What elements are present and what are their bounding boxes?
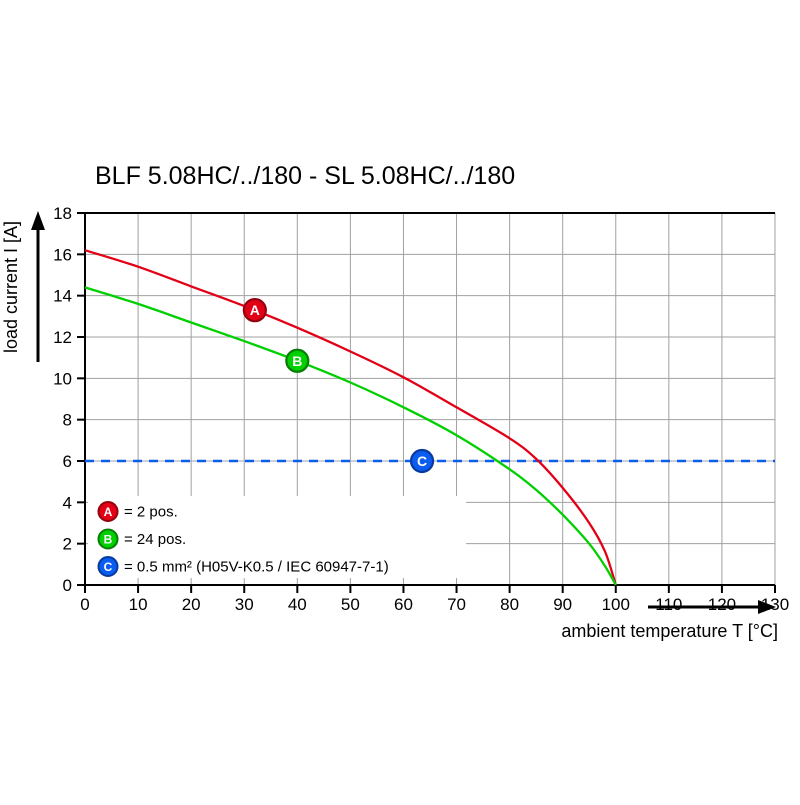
x-axis-label: ambient temperature T [°C] [561, 621, 778, 641]
legend-background [88, 496, 466, 578]
x-tick-label: 20 [182, 595, 201, 614]
x-tick-label: 10 [129, 595, 148, 614]
y-tick-label: 12 [53, 328, 72, 347]
x-axis-arrow-icon [648, 600, 776, 614]
x-tick-label: 60 [394, 595, 413, 614]
legend-marker-C-icon [97, 556, 119, 577]
legend-item-C: C = 0.5 mm² (H05V-K0.5 / IEC 60947-7-1) [97, 556, 389, 577]
legend-item-B: B = 24 pos. [97, 528, 186, 550]
y-tick-label: 2 [63, 535, 72, 554]
y-tick-label: 6 [63, 452, 72, 471]
y-axis-label: load current I [A] [1, 221, 21, 353]
curve-marker-B: B [285, 348, 310, 373]
y-tick-label: 8 [63, 411, 72, 430]
x-tick-label: 0 [80, 595, 89, 614]
legend-item-A: A = 2 pos. [97, 501, 178, 522]
legend-marker-letter: B [104, 532, 113, 546]
curve-marker-A-icon [242, 298, 267, 323]
curve-marker-letter: C [417, 453, 427, 469]
y-tick-label: 10 [53, 369, 72, 388]
legend-marker-B-icon [97, 528, 119, 550]
x-tick-label: 40 [288, 595, 307, 614]
y-tick-label: 4 [63, 493, 72, 512]
x-tick-label: 90 [553, 595, 572, 614]
series-curve-A [84, 249, 617, 586]
curve-marker-letter: A [250, 302, 260, 318]
x-tick-label: 120 [708, 595, 736, 614]
y-tick-label: 16 [53, 245, 72, 264]
x-tick-label: 110 [655, 595, 682, 614]
legend-marker-A-icon [97, 501, 119, 522]
y-tick-label: 0 [63, 576, 72, 595]
x-tick-label: 130 [761, 595, 789, 614]
curve-marker-letter: B [292, 353, 302, 369]
chart-title: BLF 5.08HC/../180 - SL 5.08HC/../180 [95, 162, 515, 190]
x-tick-label: 70 [447, 595, 466, 614]
curve-marker-C: C [409, 448, 435, 474]
y-axis-arrow-icon [31, 211, 45, 362]
curve-marker-C-icon [409, 448, 435, 474]
y-tick-label: 14 [53, 287, 72, 306]
x-tick-label: 30 [235, 595, 254, 614]
legend-label: = 24 pos. [124, 531, 186, 548]
legend-marker-letter: C [104, 560, 113, 574]
plot-area: 0 10 20 30 40 50 60 70 80 90 100 110 120 130 0 2 4 6 8 10 12… [53, 204, 789, 614]
x-tick-label: 100 [602, 595, 630, 614]
curve-marker-B-icon [285, 348, 310, 373]
y-tick-label: 18 [53, 204, 72, 223]
legend-label: = 0.5 mm² (H05V-K0.5 / IEC 60947-7-1) [124, 559, 389, 576]
legend-marker-letter: A [104, 505, 113, 519]
series-curve-B [84, 286, 617, 586]
legend-label: = 2 pos. [124, 504, 178, 521]
curve-marker-A: A [242, 298, 267, 323]
x-tick-label: 80 [500, 595, 519, 614]
x-tick-label: 50 [341, 595, 360, 614]
